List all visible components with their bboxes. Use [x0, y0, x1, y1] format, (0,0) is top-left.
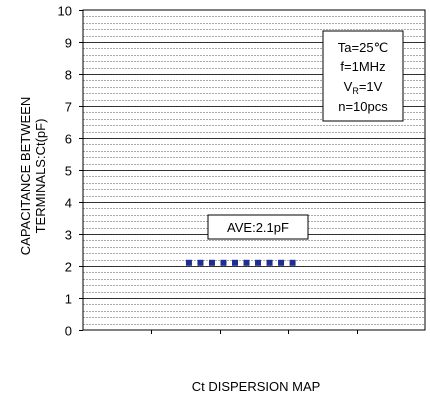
data-point: [255, 259, 262, 266]
major-grid: [83, 42, 425, 299]
data-point: [289, 259, 296, 266]
data-points: [185, 259, 296, 266]
data-point: [208, 259, 215, 266]
data-point: [197, 259, 204, 266]
condition-frequency: f=1MHz: [340, 59, 385, 74]
data-point: [220, 259, 227, 266]
data-point: [232, 259, 238, 266]
y-tick-label: 2: [65, 260, 72, 275]
y-tick-label: 9: [65, 36, 72, 51]
condition-vr: VR=1V: [344, 79, 383, 96]
data-point: [266, 259, 273, 266]
y-axis-title-line-1: CAPACITANCE BETWEEN: [18, 97, 33, 255]
x-axis-ticks: [151, 330, 358, 334]
y-tick-label: 0: [65, 324, 72, 339]
y-tick-label: 1: [65, 292, 72, 307]
condition-vr-value: =1V: [359, 79, 383, 94]
conditions-box: Ta=25℃ f=1MHz VR=1V n=10pcs: [322, 30, 404, 122]
condition-vr-main: V: [344, 79, 353, 94]
condition-ta: Ta=25℃: [338, 40, 388, 55]
y-tick-label: 10: [58, 4, 72, 19]
y-tick-label: 6: [65, 132, 72, 147]
y-tick-label: 3: [65, 228, 72, 243]
condition-sample-count: n=10pcs: [338, 99, 388, 114]
condition-vr-subscript: R: [352, 86, 359, 96]
average-annotation: AVE:2.1pF: [207, 214, 309, 240]
y-axis-ticks: 0 1 2 3 4 5 6 7 8 9 10: [58, 4, 83, 339]
x-axis-title: Ct DISPERSION MAP: [192, 379, 321, 394]
data-point: [243, 259, 250, 266]
y-axis-title-line-2: TERMINALS:Ct(pF): [33, 119, 48, 234]
y-tick-label: 5: [65, 164, 72, 179]
data-point: [185, 259, 192, 266]
y-tick-label: 4: [65, 196, 72, 211]
data-point: [278, 259, 285, 266]
average-label: AVE:2.1pF: [227, 220, 289, 235]
y-tick-label: 7: [65, 100, 72, 115]
y-tick-label: 8: [65, 68, 72, 83]
